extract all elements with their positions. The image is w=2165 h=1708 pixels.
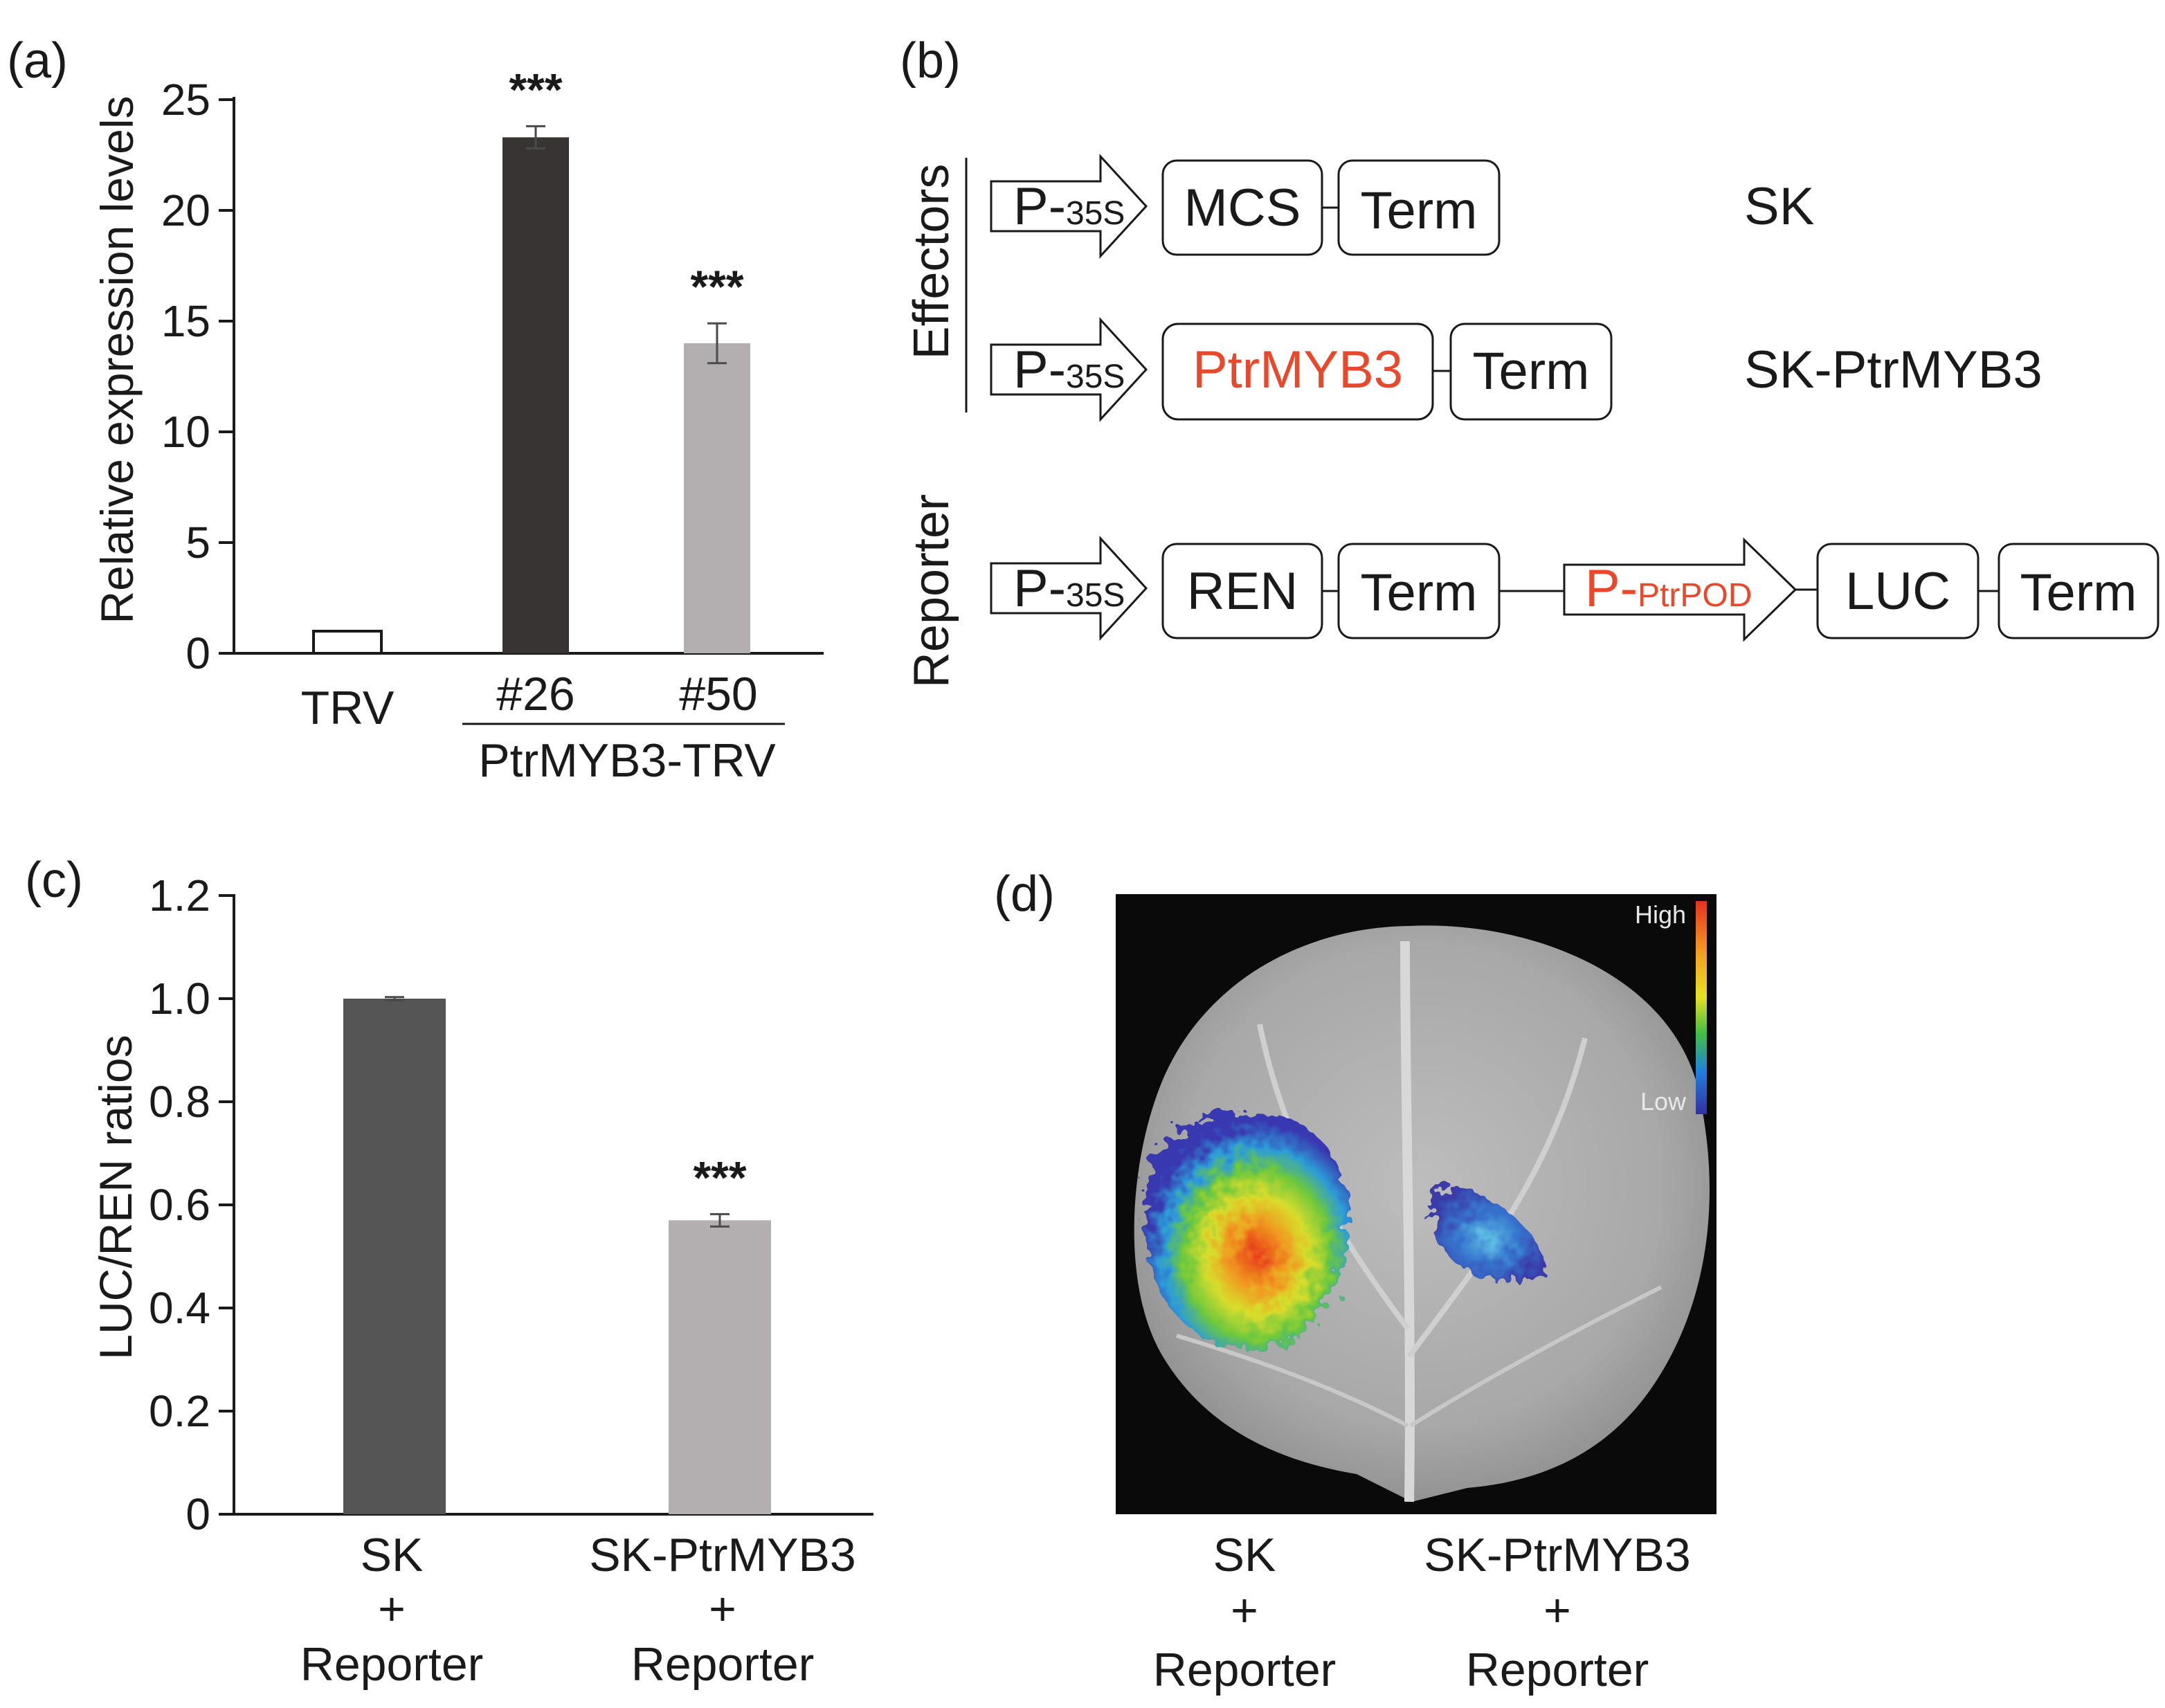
promoter-arrow-ptrpod — [1563, 537, 1797, 642]
construct-name-sk-ptrmyb3: SK-PtrMYB3 — [1744, 340, 2042, 399]
significance-label: *** — [690, 261, 743, 312]
promoter-arrow — [990, 317, 1148, 422]
image-label-right-line1: SK-PtrMYB3 — [1424, 1529, 1690, 1581]
chart-c-xtick-sk-line2: + — [378, 1583, 406, 1635]
leaf-vein — [1409, 1285, 1663, 1428]
panel-label-b: (b) — [900, 33, 961, 89]
y-tick-label: 0.8 — [149, 1077, 210, 1127]
construct-name-sk: SK — [1744, 177, 1814, 236]
construct-sk: P-35S MCS Term SK — [990, 154, 1814, 259]
image-label-right-line3: Reporter — [1466, 1644, 1649, 1696]
term-box — [1449, 322, 1613, 421]
panel-label-d: (d) — [994, 866, 1055, 922]
promoter-arrow — [990, 154, 1148, 259]
color-scale-bar — [1696, 901, 1707, 1114]
image-label-left-line2: + — [1231, 1584, 1258, 1637]
significance-label: *** — [693, 1152, 746, 1203]
luminescence-image: High Low SK + Reporter SK-PtrMYB3 + Repo… — [1116, 894, 1716, 1696]
leaf — [1134, 925, 1710, 1502]
mcs-label: MCS — [1184, 179, 1301, 237]
chart-a-group-label: PtrMYB3-TRV — [478, 734, 776, 787]
chart-a-ylabel: Relative expression levels — [91, 96, 143, 624]
chart-a: Relative expression levels 0 5 10 15 20 25 **… — [91, 64, 824, 787]
chart-c-xtick-skmyb-line3: Reporter — [631, 1638, 815, 1691]
y-tick-label: 5 — [185, 518, 210, 567]
bar — [684, 343, 750, 653]
chart-c-xtick-sk-line3: Reporter — [300, 1638, 484, 1691]
chart-a-xtick-50: #50 — [679, 668, 757, 720]
y-tick-label: 0.4 — [149, 1283, 210, 1333]
construct-reporter: P-35S REN Term P-PtrPOD LUC Term — [990, 536, 2159, 642]
bar — [669, 1220, 771, 1514]
y-tick-label: 0.6 — [149, 1180, 210, 1230]
promoter-label: P-35S — [1013, 177, 1125, 236]
chart-a-xtick-26: #26 — [496, 668, 574, 720]
y-tick-label: 0 — [185, 628, 210, 678]
color-scale-high: High — [1635, 900, 1686, 929]
chart-c-xtick-sk-line1: SK — [361, 1529, 424, 1581]
signal-right — [1431, 1186, 1546, 1281]
term-label: Term — [1361, 563, 1478, 622]
y-tick-label: 1.0 — [149, 974, 210, 1024]
image-label-left-line1: SK — [1213, 1529, 1276, 1581]
chart-c-xtick-skmyb-line1: SK-PtrMYB3 — [589, 1529, 855, 1581]
leaf-midrib — [1400, 941, 1415, 1502]
y-tick-label: 0.2 — [149, 1386, 210, 1436]
chart-a-xtick-trv: TRV — [301, 682, 395, 734]
image-label-right-line2: + — [1543, 1584, 1571, 1637]
leaf-vein — [1176, 1334, 1409, 1428]
chart-c: LUC/REN ratios 0 0.2 0.4 0.6 0.8 1.0 1.2 *** S… — [90, 871, 873, 1691]
effectors-label: Effectors — [904, 164, 959, 360]
ren-label: REN — [1187, 562, 1298, 621]
bar — [312, 630, 383, 655]
signal-left — [1144, 1112, 1350, 1350]
term-box — [1998, 543, 2159, 639]
term-label: Term — [1473, 342, 1590, 401]
significance-label: *** — [509, 64, 562, 115]
y-tick-label: 10 — [161, 407, 210, 457]
promoter-label: P-35S — [1013, 559, 1125, 618]
panel-label-c: (c) — [25, 853, 83, 908]
y-tick-label: 0 — [185, 1489, 210, 1539]
construct-diagram: Effectors Reporter P-35S MCS Term SK P-3… — [904, 154, 2159, 688]
promoter-arrow — [990, 536, 1148, 641]
y-tick-label: 15 — [161, 296, 210, 346]
construct-sk-ptrmyb3: P-35S PtrMYB3 Term SK-PtrMYB3 — [990, 317, 2042, 422]
panel-label-a: (a) — [7, 33, 68, 89]
chart-c-xtick-skmyb-line2: + — [709, 1583, 736, 1635]
image-label-left-line3: Reporter — [1153, 1644, 1337, 1696]
bar — [343, 999, 446, 1514]
chart-c-ylabel: LUC/REN ratios — [90, 1035, 141, 1359]
y-tick-label: 20 — [161, 185, 210, 235]
y-tick-label: 25 — [161, 75, 210, 125]
color-scale-low: Low — [1640, 1087, 1687, 1116]
promoter-ptrpod-label: P-PtrPOD — [1585, 559, 1752, 618]
term-label: Term — [1361, 181, 1478, 240]
luc-label: LUC — [1845, 562, 1950, 621]
term-label: Term — [2020, 563, 2137, 622]
term-box — [1337, 159, 1501, 256]
leaf-vein — [1406, 1037, 1588, 1359]
bar — [502, 137, 569, 653]
reporter-label: Reporter — [904, 494, 959, 688]
ptrmyb3-label: PtrMYB3 — [1193, 340, 1403, 399]
promoter-label: P-35S — [1013, 340, 1125, 399]
y-tick-label: 1.2 — [149, 871, 210, 920]
